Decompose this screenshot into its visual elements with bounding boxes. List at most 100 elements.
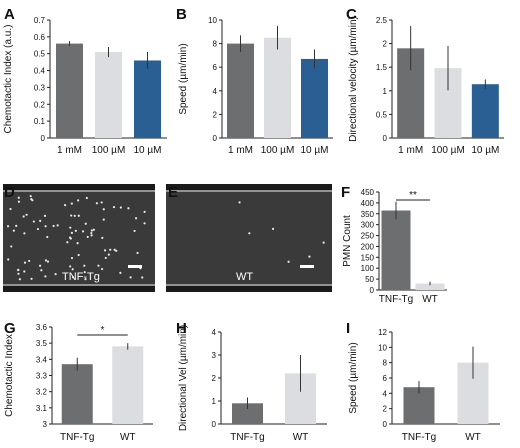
cell-dot (308, 255, 311, 258)
cell-dot (127, 207, 130, 210)
cell-dot (6, 225, 10, 228)
y-tick-label: 4 (383, 389, 388, 398)
panel-letter-h: H (176, 320, 187, 337)
y-tick-label: 0 (41, 134, 46, 143)
cell-dot (40, 269, 43, 272)
cell-dot (71, 268, 74, 271)
y-tick-label: 8 (213, 40, 218, 49)
cell-dot (84, 278, 87, 281)
y-tick-label: 50 (365, 275, 374, 284)
cell-dot (101, 236, 104, 240)
channel-top-edge (166, 184, 332, 190)
y-tick-label: 450 (361, 188, 375, 197)
cell-dot (90, 229, 93, 232)
cell-dot (23, 261, 27, 264)
cell-dot (134, 217, 138, 220)
category-label: 100 µM (261, 145, 295, 156)
panel-letter-i: I (346, 320, 350, 337)
cell-dot (84, 222, 87, 225)
cell-dot (46, 260, 50, 263)
cell-dot (85, 196, 88, 200)
bar-1-mm (56, 43, 83, 138)
chart-panel-c: C 0 0.5 1 1.5 2 2.5 Directional velocity (µm/mi… (346, 6, 504, 156)
y-axis-label: Chemotactic Index (a.u.) (3, 25, 14, 134)
category-label: 10 µM (301, 145, 329, 156)
panel-letter-g: G (4, 320, 16, 337)
cell-dot (52, 224, 55, 228)
y-tick-label: 3.4 (36, 355, 48, 364)
cell-dot (63, 204, 67, 207)
cell-dot (30, 198, 33, 201)
y-axis-label: Speed (µm/min) (348, 342, 359, 413)
bar-wt (112, 346, 144, 424)
cell-dot (119, 206, 122, 209)
y-tick-label: 3.1 (36, 404, 48, 413)
cell-dot (287, 260, 290, 263)
cell-dot (71, 276, 75, 279)
y-tick-label: 0.5 (376, 110, 388, 119)
cell-dot (38, 264, 42, 267)
cell-dot (56, 224, 59, 227)
y-tick-label: 300 (361, 221, 375, 230)
chart-panel-g: G 3 3.1 3.2 3.3 3.4 3.5 3.6 Chemotactic Index TNF… (4, 320, 153, 443)
y-tick-label: 100 (361, 264, 375, 273)
category-label: 100 µM (92, 145, 126, 156)
cell-dot (74, 229, 77, 232)
micrograph-background (166, 184, 332, 292)
micrograph-background (3, 184, 155, 292)
y-axis-label: Speed (µm/min) (178, 43, 189, 114)
cell-dot (69, 226, 72, 229)
category-label: TNF-Tg (230, 432, 264, 443)
cell-dot (112, 205, 116, 209)
cell-dot (271, 227, 275, 230)
y-tick-label: 0.7 (34, 16, 46, 25)
category-label: TNF-Tg (60, 432, 94, 443)
y-tick-label: 0 (213, 134, 218, 143)
cell-dot (95, 202, 98, 205)
y-tick-label: 150 (361, 253, 375, 262)
micrograph-e: WT E (166, 184, 332, 292)
cell-dot (12, 229, 15, 232)
y-tick-label: 10 (378, 343, 387, 352)
cell-dot (17, 200, 21, 203)
cell-dot (248, 232, 251, 235)
cell-dot (46, 235, 49, 239)
category-label: 1 mM (57, 145, 82, 156)
bar-100-m (264, 37, 291, 139)
cell-dot (100, 267, 104, 271)
bar-tnf-tg (381, 210, 411, 290)
y-tick-label: 200 (361, 242, 375, 251)
cell-dot (77, 214, 80, 217)
y-tick-label: 2.5 (376, 16, 388, 25)
cell-dot (43, 214, 47, 217)
cell-dot (322, 241, 325, 244)
cell-dot (143, 210, 146, 213)
chart-panel-a: A 0 0.1 0.2 0.3 0.4 0.5 0.6 0.7 Chemotactic Index… (3, 6, 167, 156)
cell-dot (90, 231, 93, 235)
y-axis-label: PMN Count (342, 215, 353, 267)
cell-dot (22, 215, 25, 218)
chart-panel-i: I 0 2 4 6 8 10 12 Speed (µm/min) TNF-Tg WT (346, 320, 500, 443)
channel-bottom-edge (166, 286, 332, 292)
y-tick-label: 0.5 (34, 50, 46, 59)
cell-dot (44, 259, 48, 262)
cell-dot (102, 208, 105, 211)
cell-dot (86, 235, 89, 239)
cell-dot (66, 241, 69, 244)
cell-dot (129, 276, 132, 279)
cell-dot (136, 251, 139, 255)
micrograph-d: TNF-Tg D (3, 184, 155, 292)
panel-letter-b: B (176, 6, 187, 23)
cell-dot (70, 202, 73, 205)
scale-bar (128, 265, 142, 268)
significance-marker: ** (409, 190, 417, 201)
bar-10-m (134, 60, 161, 139)
y-tick-label: 1.5 (376, 63, 388, 72)
y-tick-label: 4 (212, 328, 217, 337)
y-tick-label: 2 (213, 110, 218, 119)
cell-dot (102, 218, 105, 221)
category-label: 1 mM (398, 145, 423, 156)
cell-dot (77, 199, 80, 202)
cell-dot (17, 268, 20, 272)
